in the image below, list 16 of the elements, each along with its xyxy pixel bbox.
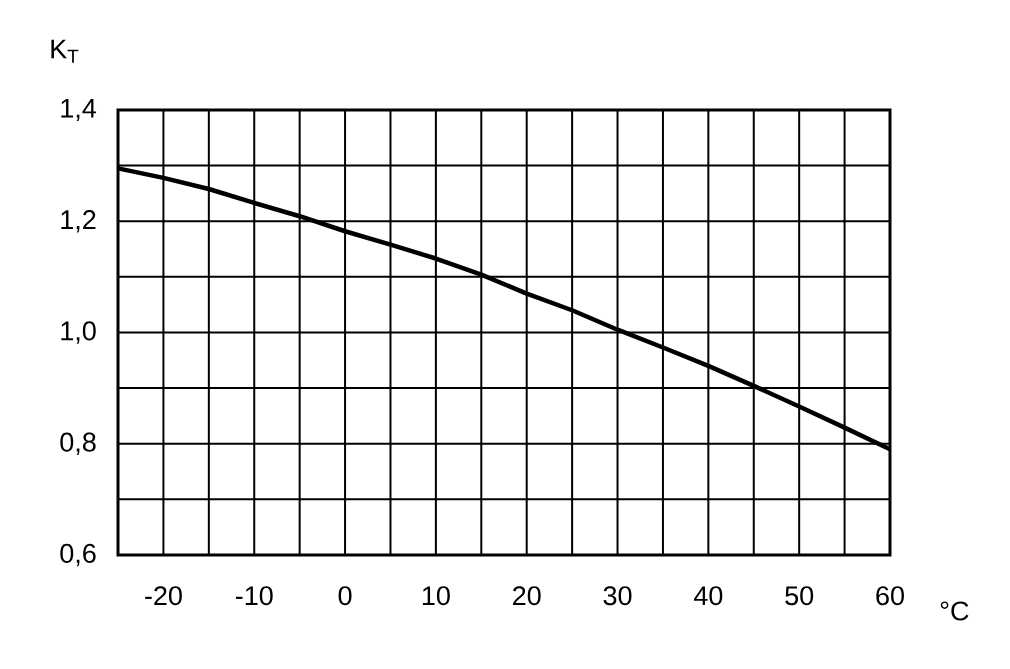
y-tick-label: 1,2 [61, 210, 96, 233]
x-tick-label: -10 [235, 586, 273, 606]
x-tick-label: 50 [785, 586, 814, 606]
x-tick-label: 30 [603, 586, 632, 606]
x-tick-label: 10 [422, 586, 450, 606]
x-tick-label: 20 [513, 586, 541, 606]
y-tick-label: 1,4 [61, 98, 97, 122]
x-tick-label: 60 [876, 586, 904, 606]
y-tick-label: 0,6 [60, 543, 96, 567]
y-tick-label: 0,8 [60, 432, 96, 455]
x-axis-title: °C [940, 601, 969, 621]
x-tick-label: 40 [693, 586, 723, 606]
x-tick-label: -20 [145, 586, 182, 606]
y-tick-label: 1,0 [61, 321, 96, 344]
y-axis-title: K$_{T}$ [51, 39, 79, 63]
x-tick-label: 0 [338, 586, 352, 606]
